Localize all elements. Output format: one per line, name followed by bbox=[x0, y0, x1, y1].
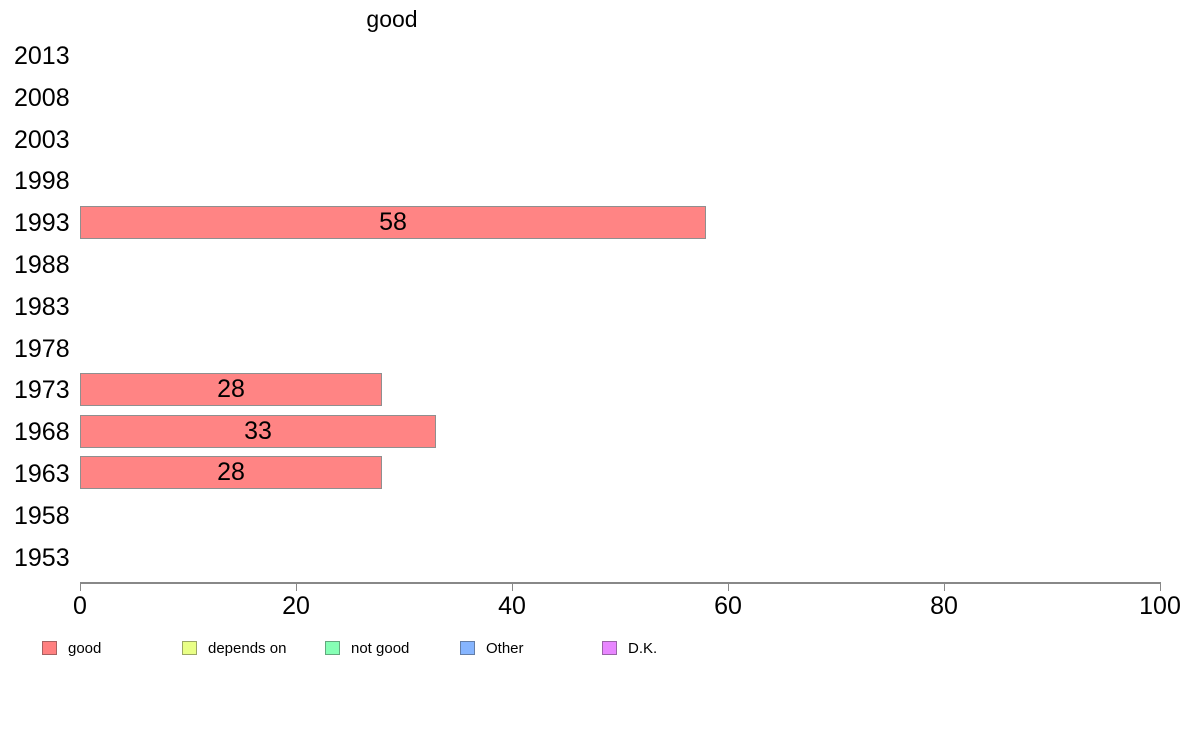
x-axis-tick bbox=[80, 583, 81, 591]
y-axis-label: 1968 bbox=[14, 418, 70, 447]
bar-value-label: 58 bbox=[379, 207, 407, 236]
legend-swatch-depends-on bbox=[182, 641, 197, 655]
bar: 28 bbox=[80, 456, 382, 490]
y-axis-label: 1993 bbox=[14, 209, 70, 238]
bar: 28 bbox=[80, 372, 382, 406]
y-axis-label: 1973 bbox=[14, 376, 70, 405]
x-axis-tick bbox=[296, 583, 297, 591]
y-axis-label: 1963 bbox=[14, 459, 70, 488]
x-axis-tick-label: 100 bbox=[1139, 592, 1181, 620]
x-axis-tick-label: 80 bbox=[930, 592, 958, 620]
legend-swatch-not-good bbox=[325, 641, 340, 655]
y-axis-label: 1978 bbox=[14, 334, 70, 363]
x-axis-line bbox=[80, 582, 1161, 584]
bar-value-label: 28 bbox=[217, 458, 245, 487]
y-axis-label: 2003 bbox=[14, 125, 70, 154]
legend-label: Other bbox=[486, 640, 524, 657]
y-axis-label: 2013 bbox=[14, 41, 70, 70]
x-axis-tick bbox=[944, 583, 945, 591]
x-axis-tick bbox=[728, 583, 729, 591]
x-axis-tick-label: 0 bbox=[73, 592, 87, 620]
x-axis-tick-label: 60 bbox=[714, 592, 742, 620]
y-axis-label: 2008 bbox=[14, 83, 70, 112]
y-axis-label: 1998 bbox=[14, 167, 70, 196]
legend-label: depends on bbox=[208, 640, 287, 657]
bar-value-label: 28 bbox=[217, 374, 245, 403]
x-axis-tick bbox=[1160, 583, 1161, 591]
bar: 58 bbox=[80, 205, 706, 239]
legend-swatch-good bbox=[42, 641, 57, 655]
legend-swatch-d-k bbox=[602, 641, 617, 655]
bar: 33 bbox=[80, 414, 436, 448]
x-axis-tick bbox=[512, 583, 513, 591]
x-axis-tick-label: 20 bbox=[282, 592, 310, 620]
legend-label: good bbox=[68, 640, 102, 657]
y-axis-label: 1953 bbox=[14, 543, 70, 572]
y-axis-label: 1983 bbox=[14, 292, 70, 321]
y-axis-label: 1988 bbox=[14, 250, 70, 279]
legend-swatch-other bbox=[460, 641, 475, 655]
y-axis-label: 1958 bbox=[14, 501, 70, 530]
x-axis-tick-label: 40 bbox=[498, 592, 526, 620]
legend-label: not good bbox=[351, 640, 410, 657]
chart-title: good bbox=[366, 6, 418, 32]
bar-value-label: 33 bbox=[244, 416, 272, 445]
legend-label: D.K. bbox=[628, 640, 658, 657]
